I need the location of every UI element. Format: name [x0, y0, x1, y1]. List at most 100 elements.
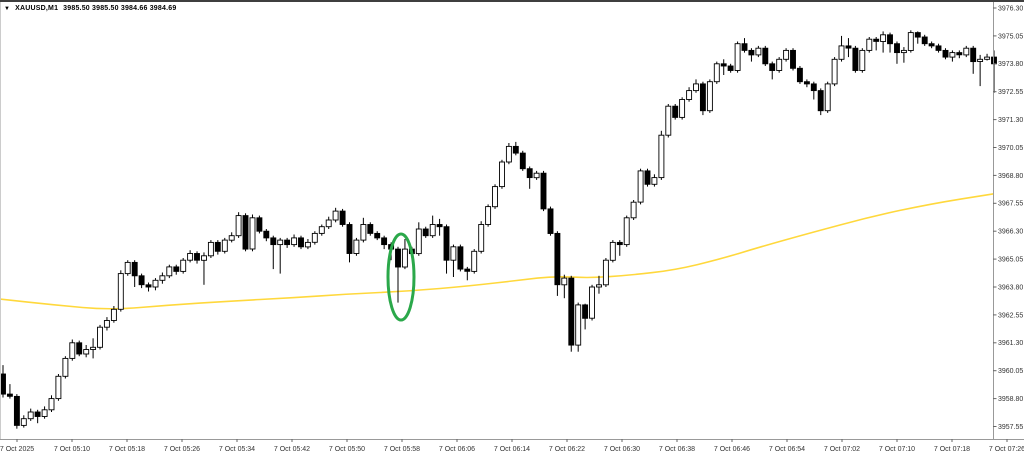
candle	[83, 345, 90, 358]
candle	[949, 50, 956, 62]
candle	[540, 170, 547, 212]
candle	[984, 53, 991, 61]
time-axis-label: 7 Oct 06:54	[769, 446, 805, 453]
candle	[699, 81, 706, 116]
candle	[665, 104, 672, 138]
price-axis-label: 3960.05	[998, 368, 1023, 375]
candle	[589, 284, 595, 321]
candle	[131, 260, 138, 287]
candle	[817, 88, 824, 116]
candle	[214, 240, 221, 255]
candle	[228, 232, 235, 243]
ohlc-values-label: 3985.50 3985.50 3984.66 3984.69	[63, 5, 177, 12]
candle	[298, 235, 304, 250]
price-axis-label: 3973.80	[998, 61, 1023, 68]
candle	[512, 141, 519, 156]
candle	[41, 406, 48, 419]
price-axis-label: 3972.55	[998, 89, 1023, 96]
candle	[304, 239, 311, 250]
time-axis-label: 7 Oct 06:30	[604, 446, 640, 453]
candle	[0, 365, 6, 398]
candle	[124, 260, 131, 276]
candle	[401, 239, 408, 270]
candle	[803, 79, 810, 88]
candle	[935, 43, 942, 53]
time-axis-label: 7 Oct 07:02	[824, 446, 860, 453]
candle	[291, 234, 298, 247]
time-axis[interactable]: 7 Oct 2025 7 Oct 05:10 7 Oct 05:18 7 Oct 05…	[0, 439, 1024, 453]
candle	[970, 45, 977, 74]
candle	[547, 206, 554, 236]
candle	[187, 250, 194, 263]
candle	[575, 302, 582, 352]
price-axis-label: 3967.55	[998, 201, 1023, 208]
candle	[720, 59, 727, 75]
price-axis-label: 3962.55	[998, 312, 1023, 319]
candle	[686, 87, 693, 102]
price-axis-label: 3970.05	[998, 145, 1023, 152]
candle	[623, 215, 630, 247]
time-axis-label: 7 Oct 06:38	[659, 446, 695, 453]
candle	[152, 278, 159, 291]
candle	[284, 237, 291, 248]
candle	[381, 235, 388, 250]
price-axis-label: 3957.55	[998, 424, 1023, 431]
candle	[27, 408, 34, 421]
candle	[616, 240, 623, 256]
candle	[138, 273, 145, 289]
candle	[977, 54, 984, 87]
candle	[457, 244, 464, 272]
candle	[651, 174, 658, 187]
candle	[180, 258, 187, 274]
plot-frame	[0, 2, 1024, 440]
candle	[769, 61, 776, 80]
candle	[956, 50, 963, 59]
candle	[561, 274, 568, 299]
symbol-dropdown-icon[interactable]: ▼	[4, 5, 11, 12]
candle	[471, 249, 478, 274]
candle	[485, 204, 492, 227]
price-axis[interactable]: 3976.30 3975.05 3973.80 3972.55 3971.30 3970.…	[993, 5, 1023, 431]
candle	[145, 282, 152, 292]
candle	[62, 356, 69, 379]
candle	[748, 48, 755, 62]
candle	[762, 45, 769, 66]
candle	[796, 66, 803, 84]
candle	[942, 48, 949, 60]
candle	[395, 246, 401, 303]
price-axis-label: 3958.80	[998, 396, 1023, 403]
candle	[596, 275, 602, 294]
candle	[963, 45, 970, 58]
candle	[374, 231, 381, 241]
candle	[263, 229, 270, 242]
candle	[519, 150, 526, 171]
candle	[644, 168, 651, 187]
symbol-timeframe-label: XAUUSD,M1	[15, 5, 59, 12]
candle	[533, 170, 540, 180]
price-axis-label: 3961.30	[998, 340, 1023, 347]
candle	[900, 47, 907, 63]
candle	[117, 270, 124, 312]
candle	[907, 30, 914, 53]
time-axis-label: 7 Oct 07:10	[879, 446, 915, 453]
candle	[658, 130, 665, 180]
candle	[6, 384, 13, 399]
candle	[713, 61, 720, 84]
candle	[110, 306, 117, 323]
candle	[201, 252, 207, 285]
candle	[367, 222, 374, 236]
candle	[90, 338, 97, 359]
highlight-ellipse-annotation[interactable]	[386, 232, 416, 322]
candle	[97, 324, 103, 350]
time-axis-label: 7 Oct 05:34	[219, 446, 255, 453]
candle	[499, 159, 505, 189]
price-axis-label: 3965.05	[998, 257, 1023, 264]
candle	[159, 272, 166, 284]
candle	[103, 317, 110, 331]
candle	[242, 213, 249, 252]
candle	[505, 143, 512, 165]
time-axis-label: 7 Oct 07:18	[934, 446, 970, 453]
price-axis-label: 3976.30	[998, 5, 1023, 12]
